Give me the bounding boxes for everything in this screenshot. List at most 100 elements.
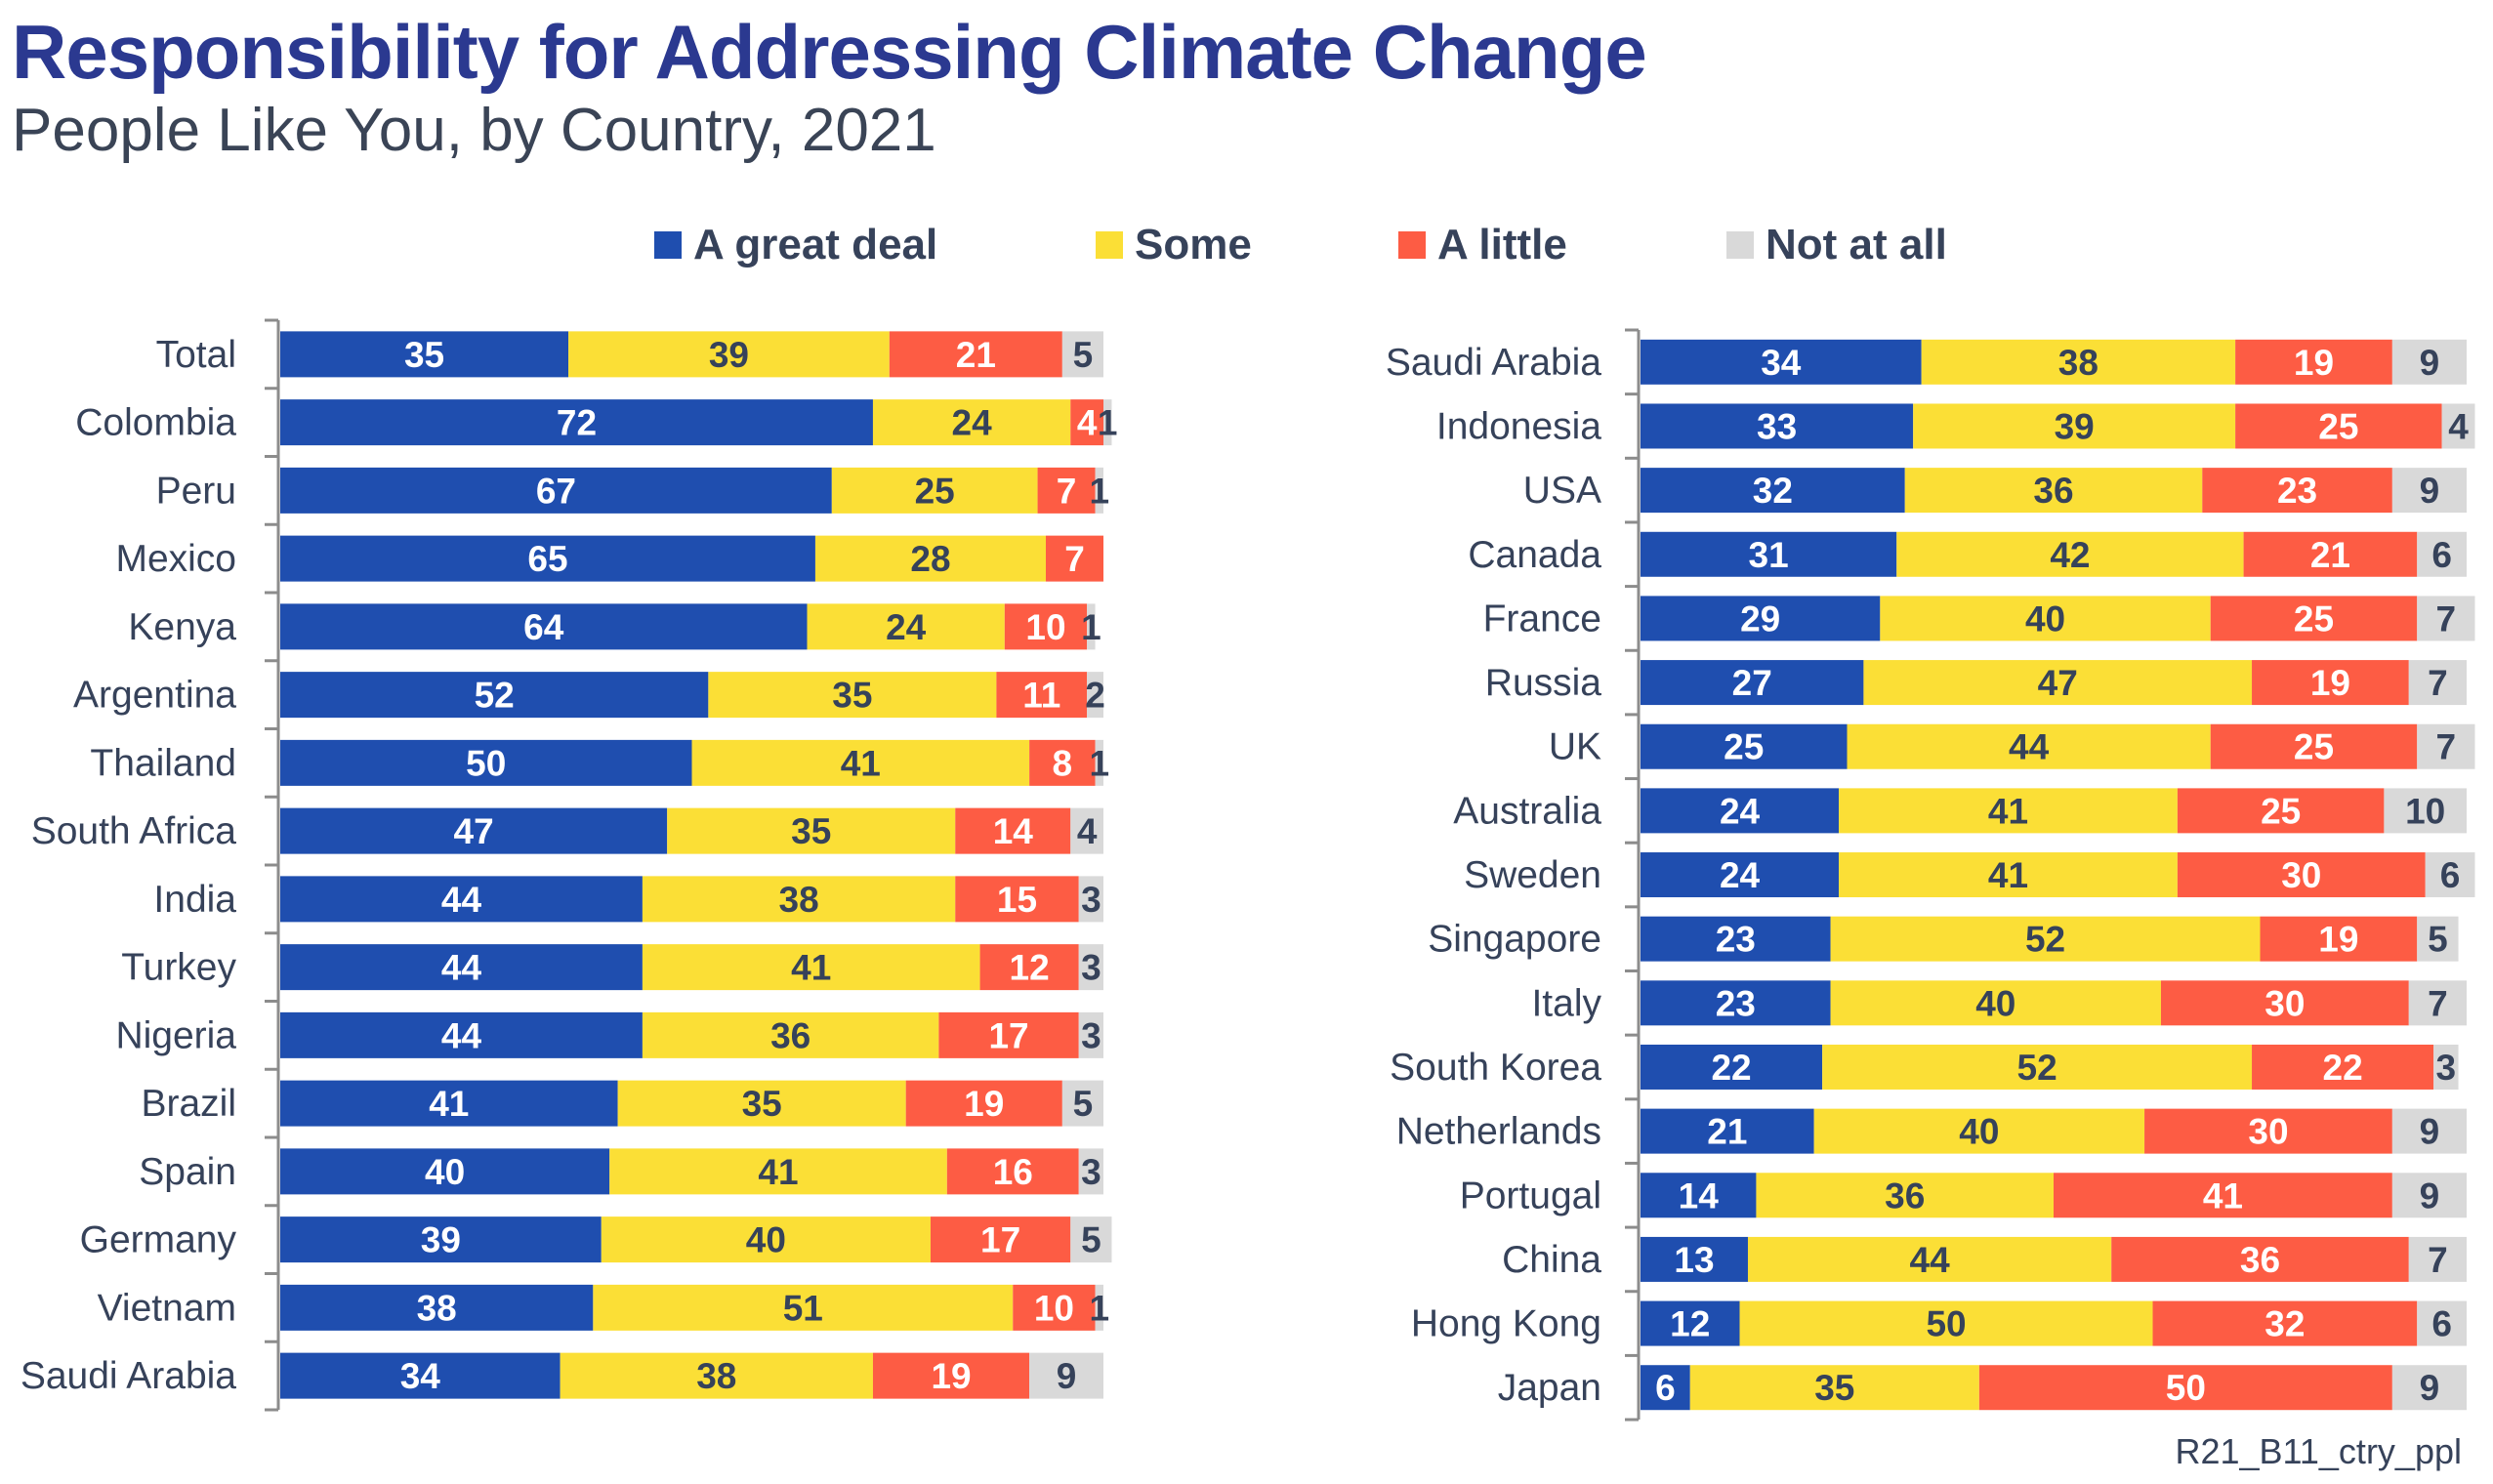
bar-segment-a-great-deal xyxy=(1641,1365,1690,1411)
data-label: 3 xyxy=(1081,948,1101,988)
category-label: China xyxy=(1502,1239,1601,1281)
bar-segment-not-at-all xyxy=(2425,852,2475,898)
bar-segment-not-at-all xyxy=(2384,788,2467,834)
data-label: 2 xyxy=(1085,676,1105,716)
data-label: 34 xyxy=(1761,343,1802,383)
bar-segment-not-at-all xyxy=(2417,596,2475,641)
legend-label: Some xyxy=(1135,221,1252,268)
bar-segment-not-at-all xyxy=(2417,916,2459,962)
bar-segment-a-little xyxy=(2144,1108,2392,1154)
data-label: 9 xyxy=(2420,1368,2440,1408)
data-label: 33 xyxy=(1757,406,1797,446)
data-label: 44 xyxy=(441,948,482,988)
data-label: 41 xyxy=(429,1084,469,1124)
category-label: Argentina xyxy=(73,675,236,717)
bar-segment-some xyxy=(642,1011,939,1058)
category-label: Australia xyxy=(1453,790,1601,832)
bar-segment-not-at-all xyxy=(1061,1080,1103,1127)
bar-segment-a-great-deal xyxy=(280,1352,561,1399)
data-label: 17 xyxy=(988,1015,1028,1055)
bar-segment-not-at-all xyxy=(2433,1044,2459,1090)
bar-segment-not-at-all xyxy=(2391,1108,2467,1154)
bar-segment-a-great-deal xyxy=(1641,660,1864,706)
bar-segment-a-great-deal xyxy=(280,1284,594,1331)
category-label: Japan xyxy=(1498,1367,1601,1409)
bar-segment-a-little xyxy=(2260,916,2418,962)
data-label: 12 xyxy=(1010,948,1050,988)
data-label: 25 xyxy=(2318,406,2358,446)
data-label: 44 xyxy=(441,880,482,920)
data-label: 72 xyxy=(557,403,597,443)
bar-segment-some xyxy=(1896,531,2244,577)
data-label: 9 xyxy=(2420,1175,2440,1216)
bar-segment-a-great-deal xyxy=(280,1148,610,1195)
data-label: 65 xyxy=(527,539,567,579)
bar-segment-a-little xyxy=(1978,1365,2392,1411)
data-label: 21 xyxy=(1707,1112,1747,1152)
bar-segment-not-at-all xyxy=(2408,660,2467,706)
data-label: 21 xyxy=(956,335,996,375)
data-label: 5 xyxy=(1073,1084,1094,1124)
data-label: 39 xyxy=(421,1220,461,1260)
bar-segment-a-little xyxy=(2235,403,2442,449)
data-label: 1 xyxy=(1089,743,1109,783)
category-label: Portugal xyxy=(1460,1175,1601,1216)
bar-segment-a-great-deal xyxy=(280,876,643,923)
data-label: 21 xyxy=(2310,535,2350,575)
chart-title: Responsibility for Addressing Climate Ch… xyxy=(12,9,1647,95)
data-label: 7 xyxy=(1064,539,1085,579)
bar-segment-some xyxy=(831,467,1038,514)
data-label: 4 xyxy=(1077,403,1098,443)
bar-segment-not-at-all xyxy=(1087,672,1103,719)
bar-segment-a-great-deal xyxy=(1641,468,1905,514)
bar-segment-a-great-deal xyxy=(1641,916,1831,962)
data-label: 40 xyxy=(1959,1112,1999,1152)
data-label: 41 xyxy=(758,1152,798,1192)
data-label: 24 xyxy=(1720,791,1761,831)
data-label: 6 xyxy=(2431,1304,2452,1344)
bar-segment-a-little xyxy=(946,1148,1079,1195)
category-label: Germany xyxy=(80,1219,237,1261)
bar-segment-some xyxy=(1822,1044,2253,1090)
bar-segment-a-great-deal xyxy=(280,1011,643,1058)
bar-segment-some xyxy=(617,1080,906,1127)
category-label: UK xyxy=(1549,726,1601,768)
category-label: Spain xyxy=(139,1151,236,1193)
legend-label: A great deal xyxy=(693,221,938,268)
bar-segment-not-at-all xyxy=(1070,807,1103,854)
bar-segment-not-at-all xyxy=(2391,339,2467,385)
bar-segment-a-little xyxy=(2160,980,2409,1026)
bar-segment-some xyxy=(1921,339,2236,385)
legend-swatch-great-deal xyxy=(654,231,682,259)
category-label: Netherlands xyxy=(1396,1111,1601,1153)
data-label: 1 xyxy=(1089,1288,1109,1328)
bar-segment-some xyxy=(560,1352,873,1399)
bar-segment-not-at-all xyxy=(1087,603,1096,650)
bar-segment-not-at-all xyxy=(2408,1236,2467,1282)
bar-segment-a-little xyxy=(979,944,1079,991)
bar-segment-a-great-deal xyxy=(1641,788,1840,834)
data-label: 38 xyxy=(2058,343,2098,383)
legend-item-some: Some xyxy=(1096,221,1252,269)
bar-segment-a-little xyxy=(996,672,1088,719)
bar-segment-a-little xyxy=(1070,399,1103,446)
category-label: Mexico xyxy=(115,538,236,580)
data-label: 35 xyxy=(832,676,872,716)
data-label: 41 xyxy=(841,743,881,783)
data-label: 5 xyxy=(1073,335,1094,375)
bar-segment-not-at-all xyxy=(2417,531,2467,577)
chart-subtitle: People Like You, by Country, 2021 xyxy=(12,97,936,164)
data-label: 16 xyxy=(993,1152,1033,1192)
bar-segment-a-great-deal xyxy=(280,1216,602,1263)
bar-segment-not-at-all xyxy=(1095,467,1103,514)
bar-segment-a-great-deal xyxy=(280,331,569,378)
data-label: 25 xyxy=(2294,598,2334,639)
bar-segment-not-at-all xyxy=(1078,1011,1103,1058)
data-label: 52 xyxy=(2017,1048,2057,1088)
data-label: 9 xyxy=(2420,1112,2440,1152)
data-label: 44 xyxy=(441,1015,482,1055)
bar-segment-not-at-all xyxy=(1095,739,1103,786)
bar-segment-a-little xyxy=(2210,723,2418,769)
bar-segment-a-great-deal xyxy=(1641,1300,1740,1346)
data-label: 9 xyxy=(2420,343,2440,383)
